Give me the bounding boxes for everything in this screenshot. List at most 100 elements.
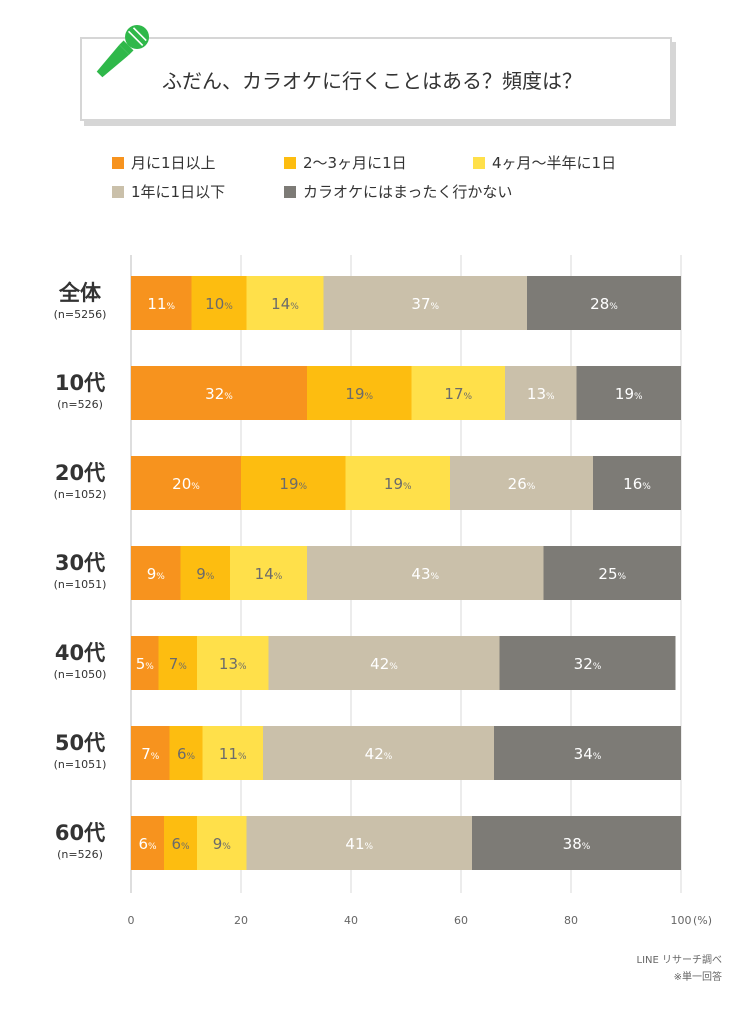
note-text: ※単一回答 xyxy=(673,972,722,983)
category-name: 50代 xyxy=(54,731,106,755)
bar-segment xyxy=(323,276,527,330)
data-label: 19% xyxy=(279,475,307,493)
data-label: 26% xyxy=(508,475,536,493)
data-label: 11% xyxy=(219,745,247,763)
bar-segment xyxy=(576,366,681,420)
category-label: 60代 (n=526) xyxy=(40,821,120,863)
data-label: 14% xyxy=(255,565,283,583)
x-tick-label: 60 xyxy=(454,914,468,927)
bar-segment xyxy=(263,726,494,780)
bar-segment xyxy=(505,366,577,420)
legend-label: 月に1日以上 xyxy=(131,154,216,172)
data-label: 42% xyxy=(365,745,393,763)
data-label: 6% xyxy=(177,745,196,763)
data-label: 6% xyxy=(171,835,190,853)
category-sample-size: (n=1051) xyxy=(53,578,107,591)
category-name: 60代 xyxy=(54,821,106,845)
bar-segment xyxy=(499,636,676,690)
bar-segment xyxy=(411,366,505,420)
data-label: 42% xyxy=(370,655,398,673)
bar-segment xyxy=(543,546,681,600)
category-name: 30代 xyxy=(54,551,106,575)
x-tick-label: 0 xyxy=(128,914,135,927)
bar-segment xyxy=(202,726,263,780)
data-label: 9% xyxy=(213,835,232,853)
source-block: LINE リサーチ調べ ※単一回答 xyxy=(637,952,723,986)
bar-segment xyxy=(230,546,307,600)
data-label: 17% xyxy=(444,385,472,403)
legend-label: 1年に1日以下 xyxy=(131,183,226,201)
category-label: 20代 (n=1052) xyxy=(40,461,120,503)
data-label: 20% xyxy=(172,475,200,493)
legend-swatch xyxy=(473,156,485,169)
title-box: ふだん、カラオケに行くことはある？頻度は？ xyxy=(80,37,672,121)
bar-segment xyxy=(180,546,230,600)
data-label: 25% xyxy=(598,565,626,583)
data-label: 16% xyxy=(623,475,651,493)
bar-segment xyxy=(131,726,170,780)
category-label: 全体 (n=5256) xyxy=(40,281,120,323)
bar-segment xyxy=(307,546,544,600)
data-label: 32% xyxy=(205,385,233,403)
bar-segment xyxy=(131,276,192,330)
category-sample-size: (n=1051) xyxy=(53,758,107,771)
bar-segment xyxy=(527,276,681,330)
bar-segment xyxy=(268,636,500,690)
bar-segment xyxy=(246,816,472,870)
x-tick-label: 80 xyxy=(564,914,578,927)
category-sample-size: (n=1050) xyxy=(53,668,107,681)
data-label: 19% xyxy=(384,475,412,493)
category-sample-size: (n=5256) xyxy=(53,308,107,321)
data-label: 5% xyxy=(136,655,155,673)
data-label: 41% xyxy=(345,835,373,853)
bar-segment xyxy=(494,726,681,780)
category-name: 10代 xyxy=(54,371,106,395)
data-label: 43% xyxy=(411,565,439,583)
legend-item: カラオケにはまったく行かない xyxy=(284,181,512,202)
legend-swatch xyxy=(112,185,124,198)
source-text: LINE リサーチ調べ xyxy=(636,955,723,966)
legend-swatch xyxy=(112,156,124,169)
data-label: 11% xyxy=(147,295,175,313)
data-label: 13% xyxy=(219,655,247,673)
legend-label: 2〜3ヶ月に1日 xyxy=(303,154,407,172)
bar-segment xyxy=(345,456,450,510)
bar-segment xyxy=(197,636,269,690)
bar-segment xyxy=(169,726,203,780)
bar-segment xyxy=(241,456,346,510)
bar-segment xyxy=(164,816,197,870)
legend-label: カラオケにはまったく行かない xyxy=(303,183,513,201)
x-tick-label: 100 xyxy=(671,914,692,927)
legend-item: 4ヶ月〜半年に1日 xyxy=(473,152,616,173)
x-tick-label: 40 xyxy=(344,914,358,927)
data-label: 9% xyxy=(147,565,166,583)
data-label: 38% xyxy=(563,835,591,853)
bar-segment xyxy=(307,366,412,420)
category-sample-size: (n=526) xyxy=(57,848,103,861)
legend-item: 1年に1日以下 xyxy=(112,181,225,202)
legend-label: 4ヶ月〜半年に1日 xyxy=(492,154,617,172)
category-name: 20代 xyxy=(54,461,106,485)
legend-swatch xyxy=(284,185,296,198)
data-label: 14% xyxy=(271,295,299,313)
category-label: 30代 (n=1051) xyxy=(40,551,120,593)
bar-segment xyxy=(593,456,681,510)
category-sample-size: (n=526) xyxy=(57,398,103,411)
bar-segment xyxy=(131,636,159,690)
bar-segment xyxy=(191,276,247,330)
data-label: 9% xyxy=(196,565,215,583)
bar-segment xyxy=(246,276,324,330)
bar-segment xyxy=(450,456,593,510)
legend-item: 2〜3ヶ月に1日 xyxy=(284,152,407,173)
data-label: 7% xyxy=(141,745,160,763)
category-sample-size: (n=1052) xyxy=(53,488,107,501)
bar-segment xyxy=(197,816,247,870)
data-label: 19% xyxy=(345,385,373,403)
data-label: 32% xyxy=(574,655,602,673)
bar-segment xyxy=(131,366,307,420)
bar-segment xyxy=(131,456,241,510)
category-name: 40代 xyxy=(54,641,106,665)
category-name: 全体 xyxy=(59,281,101,305)
legend-item: 月に1日以上 xyxy=(112,152,216,173)
